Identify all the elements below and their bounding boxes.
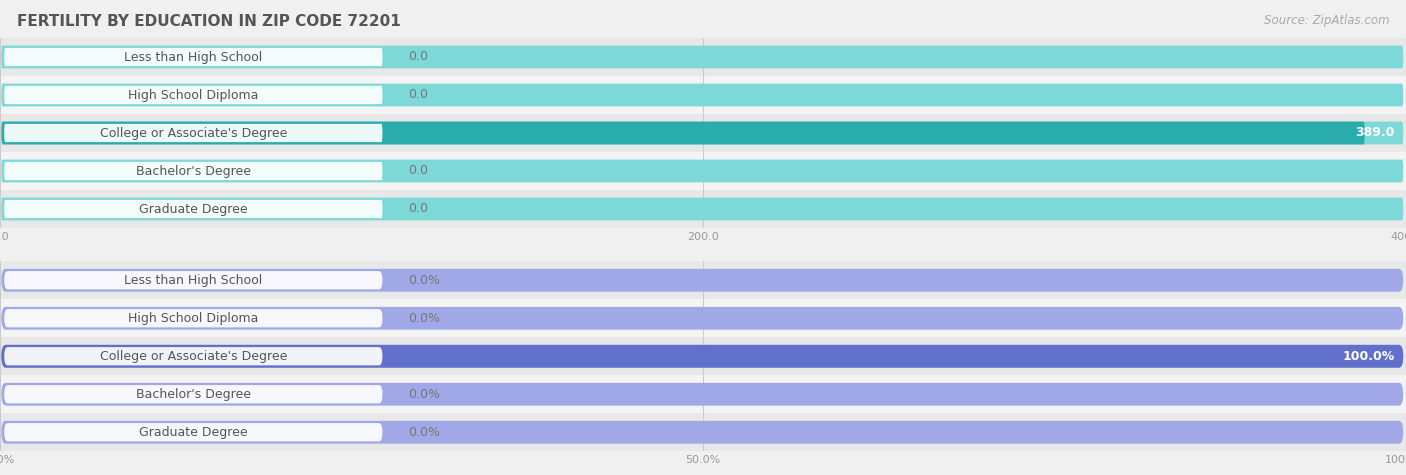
FancyBboxPatch shape	[4, 86, 382, 104]
FancyBboxPatch shape	[1, 345, 1403, 368]
Text: 0.0: 0.0	[408, 88, 427, 102]
FancyBboxPatch shape	[1, 84, 1403, 106]
FancyBboxPatch shape	[1, 345, 1403, 368]
Text: High School Diploma: High School Diploma	[128, 88, 259, 102]
FancyBboxPatch shape	[4, 309, 382, 327]
FancyBboxPatch shape	[1, 421, 1403, 444]
Text: 0.0%: 0.0%	[408, 274, 440, 287]
Text: Less than High School: Less than High School	[124, 50, 263, 64]
Text: Graduate Degree: Graduate Degree	[139, 202, 247, 216]
Text: 0.0%: 0.0%	[408, 426, 440, 439]
FancyBboxPatch shape	[1, 160, 1403, 182]
Text: Bachelor's Degree: Bachelor's Degree	[136, 388, 250, 401]
FancyBboxPatch shape	[1, 122, 1365, 144]
Text: Graduate Degree: Graduate Degree	[139, 426, 247, 439]
Bar	[0, 190, 1406, 228]
Text: College or Associate's Degree: College or Associate's Degree	[100, 126, 287, 140]
Text: High School Diploma: High School Diploma	[128, 312, 259, 325]
FancyBboxPatch shape	[1, 307, 1403, 330]
Text: 0.0: 0.0	[408, 50, 427, 64]
Bar	[0, 76, 1406, 114]
Text: 100.0%: 100.0%	[1343, 350, 1395, 363]
Text: 389.0: 389.0	[1355, 126, 1395, 140]
Text: Less than High School: Less than High School	[124, 274, 263, 287]
Bar	[0, 337, 1406, 375]
Bar	[0, 413, 1406, 451]
Bar	[0, 152, 1406, 190]
Text: 0.0%: 0.0%	[408, 388, 440, 401]
FancyBboxPatch shape	[1, 46, 1403, 68]
Text: 0.0: 0.0	[408, 164, 427, 178]
FancyBboxPatch shape	[4, 271, 382, 289]
FancyBboxPatch shape	[4, 385, 382, 403]
FancyBboxPatch shape	[4, 48, 382, 66]
Bar	[0, 114, 1406, 152]
Text: Bachelor's Degree: Bachelor's Degree	[136, 164, 250, 178]
FancyBboxPatch shape	[1, 383, 1403, 406]
FancyBboxPatch shape	[1, 269, 1403, 292]
FancyBboxPatch shape	[4, 200, 382, 218]
Bar	[0, 375, 1406, 413]
FancyBboxPatch shape	[4, 124, 382, 142]
Text: College or Associate's Degree: College or Associate's Degree	[100, 350, 287, 363]
Bar	[0, 261, 1406, 299]
FancyBboxPatch shape	[4, 347, 382, 365]
FancyBboxPatch shape	[1, 198, 1403, 220]
FancyBboxPatch shape	[4, 423, 382, 441]
Text: FERTILITY BY EDUCATION IN ZIP CODE 72201: FERTILITY BY EDUCATION IN ZIP CODE 72201	[17, 14, 401, 29]
Bar	[0, 299, 1406, 337]
Text: 0.0: 0.0	[408, 202, 427, 216]
Bar	[0, 38, 1406, 76]
Text: 0.0%: 0.0%	[408, 312, 440, 325]
Text: Source: ZipAtlas.com: Source: ZipAtlas.com	[1264, 14, 1389, 27]
FancyBboxPatch shape	[4, 162, 382, 180]
FancyBboxPatch shape	[1, 122, 1403, 144]
